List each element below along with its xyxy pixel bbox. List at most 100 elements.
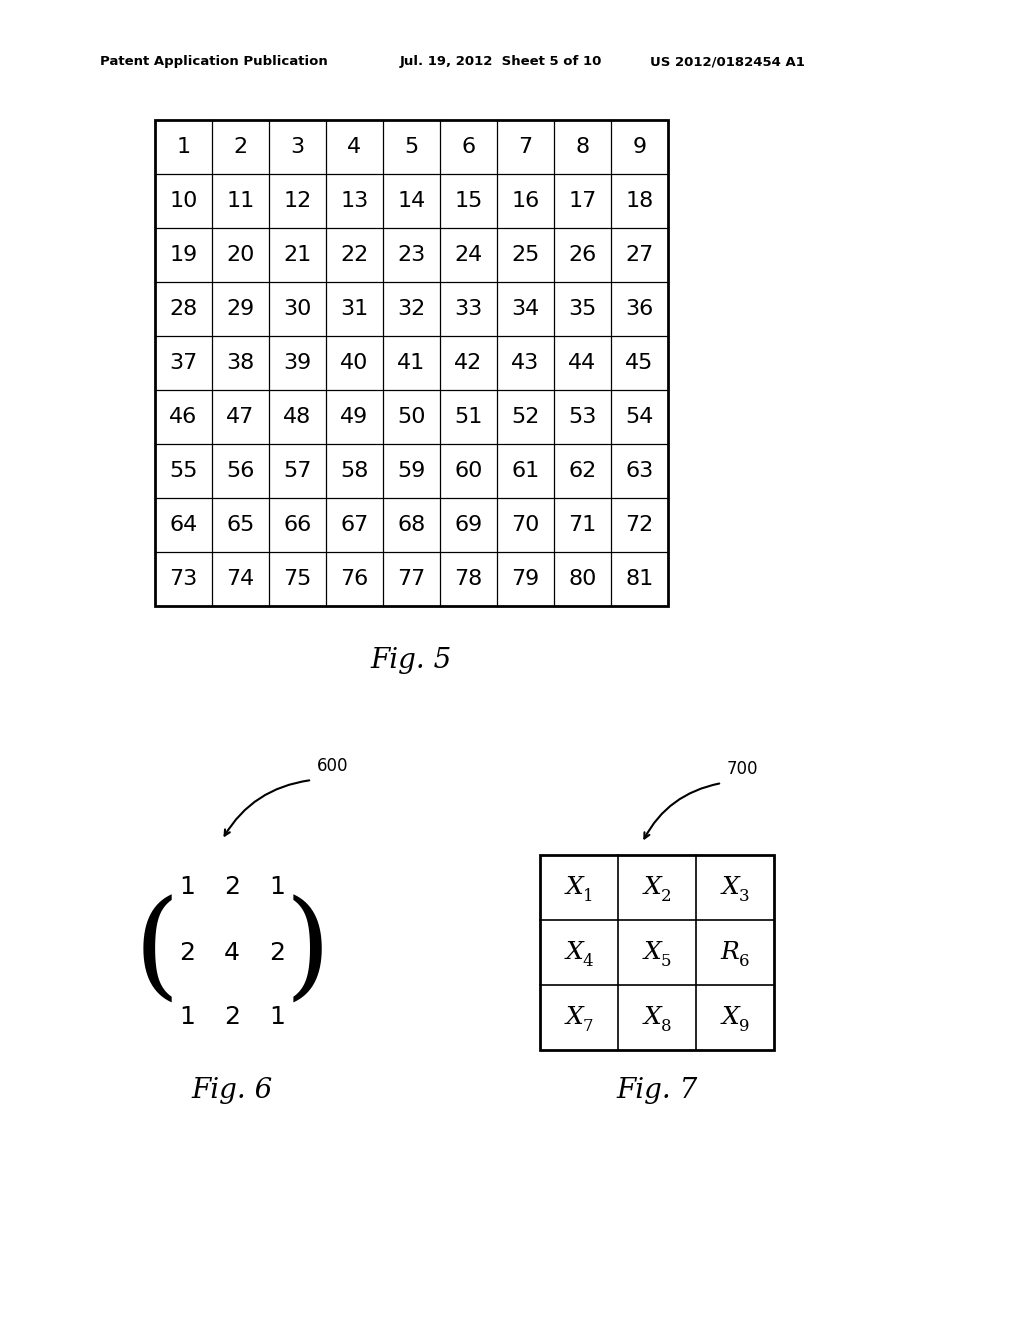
Text: 42: 42: [455, 352, 482, 374]
Text: 77: 77: [397, 569, 426, 589]
Text: 20: 20: [226, 246, 255, 265]
Text: 55: 55: [169, 461, 198, 480]
Text: 39: 39: [284, 352, 311, 374]
Text: 16: 16: [511, 191, 540, 211]
Text: 37: 37: [169, 352, 198, 374]
Text: 34: 34: [511, 300, 540, 319]
Text: 32: 32: [397, 300, 426, 319]
Text: Fig. 7: Fig. 7: [616, 1077, 697, 1104]
Text: 25: 25: [511, 246, 540, 265]
Text: 18: 18: [626, 191, 653, 211]
Text: 59: 59: [397, 461, 426, 480]
Text: X: X: [643, 1006, 660, 1030]
Text: 69: 69: [455, 515, 482, 535]
Text: 6: 6: [462, 137, 475, 157]
Text: 80: 80: [568, 569, 597, 589]
Text: 11: 11: [226, 191, 255, 211]
Text: 75: 75: [284, 569, 311, 589]
Text: 53: 53: [568, 407, 597, 426]
Text: 1: 1: [583, 888, 593, 906]
Text: 700: 700: [727, 760, 759, 777]
Text: 14: 14: [397, 191, 426, 211]
Text: 5: 5: [660, 953, 672, 970]
Text: US 2012/0182454 A1: US 2012/0182454 A1: [650, 55, 805, 69]
Text: 65: 65: [226, 515, 255, 535]
Text: 47: 47: [226, 407, 255, 426]
Text: 46: 46: [169, 407, 198, 426]
Text: Fig. 5: Fig. 5: [371, 647, 452, 673]
Text: 45: 45: [626, 352, 653, 374]
Text: 66: 66: [284, 515, 311, 535]
Text: 8: 8: [575, 137, 590, 157]
Text: 81: 81: [626, 569, 653, 589]
Text: 71: 71: [568, 515, 597, 535]
Text: 15: 15: [455, 191, 482, 211]
Text: 35: 35: [568, 300, 597, 319]
Text: 41: 41: [397, 352, 426, 374]
Text: 64: 64: [169, 515, 198, 535]
Text: 30: 30: [284, 300, 311, 319]
Text: 29: 29: [226, 300, 255, 319]
Text: 79: 79: [511, 569, 540, 589]
Text: 3: 3: [291, 137, 304, 157]
Text: ): ): [285, 895, 331, 1010]
Text: 22: 22: [340, 246, 369, 265]
Text: 10: 10: [169, 191, 198, 211]
Text: 67: 67: [340, 515, 369, 535]
Text: 38: 38: [226, 352, 255, 374]
Text: 9: 9: [633, 137, 646, 157]
Text: 44: 44: [568, 352, 597, 374]
Text: 27: 27: [626, 246, 653, 265]
Text: 73: 73: [169, 569, 198, 589]
Text: X: X: [565, 941, 583, 964]
Text: Patent Application Publication: Patent Application Publication: [100, 55, 328, 69]
Text: 2: 2: [224, 1006, 240, 1030]
Text: 43: 43: [511, 352, 540, 374]
Text: 78: 78: [455, 569, 482, 589]
Text: 72: 72: [626, 515, 653, 535]
Text: 74: 74: [226, 569, 255, 589]
Text: Fig. 6: Fig. 6: [191, 1077, 272, 1104]
Text: 70: 70: [511, 515, 540, 535]
Text: R: R: [721, 941, 739, 964]
Text: 52: 52: [511, 407, 540, 426]
Text: 7: 7: [518, 137, 532, 157]
Text: 3: 3: [738, 888, 750, 906]
Text: 2: 2: [179, 940, 195, 965]
Text: 48: 48: [284, 407, 311, 426]
Bar: [155, 120, 668, 606]
Text: X: X: [643, 876, 660, 899]
Text: 6: 6: [738, 953, 750, 970]
Text: 57: 57: [284, 461, 311, 480]
Text: 2: 2: [269, 940, 285, 965]
Text: X: X: [721, 876, 739, 899]
Text: 9: 9: [738, 1018, 750, 1035]
Text: 50: 50: [397, 407, 426, 426]
Text: 17: 17: [568, 191, 597, 211]
Text: 61: 61: [511, 461, 540, 480]
Text: X: X: [643, 941, 660, 964]
Text: 51: 51: [455, 407, 482, 426]
Text: X: X: [721, 1006, 739, 1030]
Text: X: X: [565, 876, 583, 899]
Text: (: (: [133, 895, 179, 1010]
Text: 21: 21: [284, 246, 311, 265]
Text: 49: 49: [340, 407, 369, 426]
Text: 1: 1: [179, 875, 195, 899]
Text: 24: 24: [455, 246, 482, 265]
Text: 62: 62: [568, 461, 597, 480]
Text: X: X: [565, 1006, 583, 1030]
Text: 58: 58: [340, 461, 369, 480]
Text: 26: 26: [568, 246, 597, 265]
Text: 36: 36: [626, 300, 653, 319]
Text: 7: 7: [583, 1018, 593, 1035]
Text: 40: 40: [340, 352, 369, 374]
Text: 2: 2: [224, 875, 240, 899]
Text: 76: 76: [340, 569, 369, 589]
Text: 1: 1: [176, 137, 190, 157]
Text: 13: 13: [340, 191, 369, 211]
Text: 19: 19: [169, 246, 198, 265]
Text: 4: 4: [224, 940, 240, 965]
Text: 600: 600: [317, 756, 348, 775]
Text: 31: 31: [340, 300, 369, 319]
